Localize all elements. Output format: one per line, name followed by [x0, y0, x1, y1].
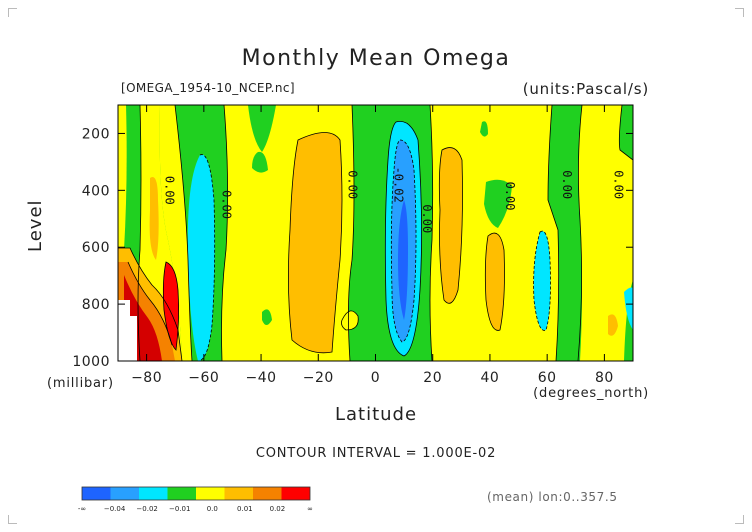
contour-label: 0.00	[560, 170, 574, 199]
contour-label: 0.00	[420, 204, 434, 233]
x-tick-label: 80	[595, 370, 614, 386]
colorbar-swatch	[281, 487, 310, 500]
y-tick-label: 800	[82, 297, 110, 313]
contour-fill-layer	[118, 105, 633, 361]
contour-label: 0.00	[503, 182, 517, 211]
x-axis-unit: (degrees_north)	[533, 386, 649, 401]
contour-region-yellow	[578, 105, 633, 361]
contour-region-green	[248, 105, 276, 152]
crop-mark	[735, 8, 744, 17]
x-tick-label: 20	[423, 370, 442, 386]
colorbar-swatch	[196, 487, 225, 500]
y-tick-label: 600	[82, 240, 110, 256]
contour-region-darkblue	[398, 200, 408, 320]
colorbar-label: −0.01	[169, 505, 190, 513]
contour-region-green	[252, 151, 268, 173]
x-tick-label: −80	[131, 370, 162, 386]
y-tick-label: 200	[82, 126, 110, 142]
contour-region-yellow	[341, 310, 359, 330]
contour-label-text: 0.00	[420, 204, 434, 233]
colorbar-swatch	[167, 487, 196, 500]
colorbar-swatch	[82, 487, 111, 500]
contour-region-green	[551, 105, 582, 361]
file-label: [OMEGA_1954-10_NCEP.nc]	[121, 81, 295, 95]
axes-layer: −80 −60 −40 −20 0 20 40 60 80 200 400 600 800 1000	[72, 105, 633, 386]
contour-region-orange	[149, 176, 159, 260]
y-axis-unit: (millibar)	[47, 376, 114, 391]
x-tick-label: −20	[303, 370, 334, 386]
y-tick-label: 1000	[72, 354, 110, 370]
contour-label-text: 0.00	[612, 170, 626, 199]
contour-label-text: 0.00	[220, 190, 234, 219]
crop-mark	[8, 8, 17, 17]
contour-region-orange	[608, 314, 618, 336]
contour-label: 0.00	[220, 190, 234, 219]
colorbar-label: ∞	[307, 505, 313, 513]
contour-region-orange	[485, 233, 505, 331]
colorbar-label: −0.04	[104, 505, 126, 513]
colorbar-label: −0.02	[136, 505, 157, 513]
averaging-note: (mean) lon:0..357.5	[487, 490, 618, 504]
contour-label-text: 0.00	[346, 170, 360, 199]
crop-mark	[8, 515, 17, 524]
contour-lines	[118, 105, 633, 361]
contour-region-yellow	[159, 105, 192, 361]
x-tick-label: −40	[246, 370, 277, 386]
contour-label-text: 0.00	[560, 170, 574, 199]
contour-label: 0.00	[612, 170, 626, 199]
y-tick-label: 400	[82, 183, 110, 199]
x-tick-label: 40	[481, 370, 500, 386]
contour-region-orange	[439, 147, 463, 304]
colorbar-swatch	[253, 487, 282, 500]
colorbar-swatch	[110, 487, 139, 500]
units-label: (units:Pascal/s)	[522, 80, 649, 98]
x-tick-label: 60	[538, 370, 557, 386]
contour-label: -0.02	[391, 167, 405, 203]
contour-region-green	[480, 121, 488, 137]
contour-region-orange	[288, 132, 342, 353]
contour-interval-text: CONTOUR INTERVAL = 1.000E-02	[255, 446, 497, 461]
chart-title: Monthly Mean Omega	[241, 46, 511, 71]
contour-label: 0.00	[346, 170, 360, 199]
contour-label-text: -0.02	[391, 167, 405, 203]
missing-data-block	[118, 300, 130, 316]
contour-region-yellow	[118, 105, 127, 250]
contour-region-cyan	[624, 287, 633, 330]
crop-mark	[735, 515, 744, 524]
colorbar: -∞ −0.04 −0.02 −0.01 0.0 0.01 0.02 ∞	[78, 486, 313, 513]
colorbar-label: -∞	[78, 505, 86, 513]
x-axis-title: Latitude	[334, 404, 418, 425]
colorbar-swatch	[139, 487, 168, 500]
missing-data-block	[118, 316, 137, 361]
contour-region-cyan	[187, 154, 215, 361]
colorbar-label: 0.01	[237, 505, 253, 513]
contour-label-layer: 0.00 0.00 0.00 -0.02 0.00 0.00 0.00 0.00	[163, 167, 626, 234]
x-tick-label: 0	[371, 370, 380, 386]
colorbar-label: 0.02	[270, 505, 286, 513]
contour-region-cyan	[533, 231, 551, 331]
contour-region-green	[262, 309, 272, 325]
contour-label-text: 0.00	[163, 176, 177, 205]
x-tick-label: −60	[188, 370, 219, 386]
contour-region-green	[619, 105, 633, 160]
contour-label-text: 0.00	[503, 182, 517, 211]
y-axis-title: Level	[25, 199, 46, 252]
colorbar-frame	[81, 486, 311, 501]
contour-label: 0.00	[163, 176, 177, 205]
colorbar-swatch	[224, 487, 253, 500]
contour-region-green	[484, 179, 512, 228]
colorbar-label: 0.0	[207, 505, 218, 513]
